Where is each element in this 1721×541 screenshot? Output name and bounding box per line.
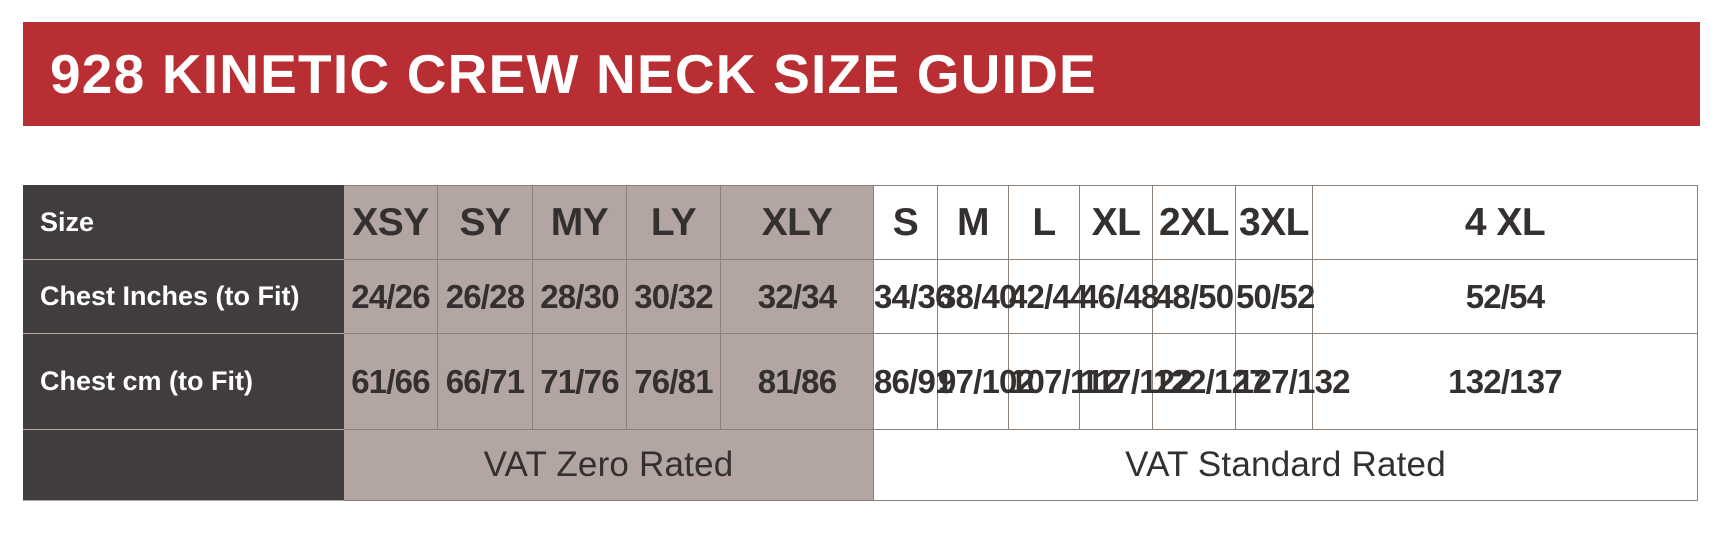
row-label-chest-inches: Chest Inches (to Fit) [23, 259, 344, 334]
cell-adult-cm-s: 86/91 [873, 333, 953, 430]
cell-youth-cm-ly: 76/81 [626, 333, 721, 430]
cell-adult-inches-4xl: 52/54 [1312, 259, 1698, 334]
cell-youth-cm-sy: 66/71 [437, 333, 533, 430]
cell-adult-cm-xl: 117/122 [1079, 333, 1193, 430]
cell-adult-inches-2xl: 48/50 [1152, 259, 1236, 334]
cell-adult-inches-l: 42/44 [1008, 259, 1088, 334]
cell-adult-size-xl: XL [1079, 185, 1153, 260]
cell-adult-cm-4xl: 132/137 [1312, 333, 1698, 430]
row-label-vat [23, 429, 344, 501]
cell-adult-size-m: M [937, 185, 1009, 260]
cell-adult-size-l: L [1008, 185, 1080, 260]
table-row-sizes: Size XSY SY MY LY XLY S M L XL 2XL 3XL 4… [23, 185, 1698, 260]
table-row-chest-inches: Chest Inches (to Fit) 24/26 26/28 28/30 … [23, 259, 1698, 334]
cell-youth-inches-ly: 30/32 [626, 259, 721, 334]
cell-youth-inches-xly: 32/34 [720, 259, 874, 334]
cell-adult-size-3xl: 3XL [1235, 185, 1313, 260]
cell-youth-size-xsy: XSY [343, 185, 438, 260]
cell-youth-cm-xly: 81/86 [720, 333, 874, 430]
title-banner: 928 KINETIC CREW NECK SIZE GUIDE [23, 22, 1700, 126]
cell-vat-standard-rated: VAT Standard Rated [873, 429, 1698, 501]
cell-youth-size-ly: LY [626, 185, 721, 260]
row-label-chest-cm: Chest cm (to Fit) [23, 333, 344, 430]
cell-youth-inches-xsy: 24/26 [343, 259, 438, 334]
cell-adult-size-s: S [873, 185, 938, 260]
table-row-vat: VAT Zero Rated VAT Standard Rated [23, 429, 1698, 501]
cell-youth-size-sy: SY [437, 185, 533, 260]
page-title: 928 KINETIC CREW NECK SIZE GUIDE [50, 42, 1097, 105]
row-label-size: Size [23, 185, 344, 260]
cell-youth-inches-sy: 26/28 [437, 259, 533, 334]
cell-adult-cm-m: 97/102 [937, 333, 1035, 430]
cell-adult-cm-2xl: 122/127 [1152, 333, 1267, 430]
cell-vat-zero-rated: VAT Zero Rated [343, 429, 874, 501]
cell-adult-cm-3xl: 127/132 [1235, 333, 1350, 430]
table-row-chest-cm: Chest cm (to Fit) 61/66 66/71 71/76 76/8… [23, 333, 1698, 430]
cell-adult-size-2xl: 2XL [1152, 185, 1236, 260]
cell-adult-inches-3xl: 50/52 [1235, 259, 1315, 334]
cell-adult-inches-s: 34/36 [873, 259, 953, 334]
size-guide-table: Size XSY SY MY LY XLY S M L XL 2XL 3XL 4… [23, 185, 1698, 501]
cell-youth-size-my: MY [532, 185, 627, 260]
cell-adult-inches-m: 38/40 [937, 259, 1017, 334]
cell-adult-size-4xl: 4 XL [1312, 185, 1698, 260]
cell-youth-cm-my: 71/76 [532, 333, 627, 430]
cell-youth-inches-my: 28/30 [532, 259, 627, 334]
cell-youth-size-xly: XLY [720, 185, 874, 260]
cell-adult-inches-xl: 46/48 [1079, 259, 1159, 334]
cell-adult-cm-l: 107/112 [1008, 333, 1122, 430]
cell-youth-cm-xsy: 61/66 [343, 333, 438, 430]
